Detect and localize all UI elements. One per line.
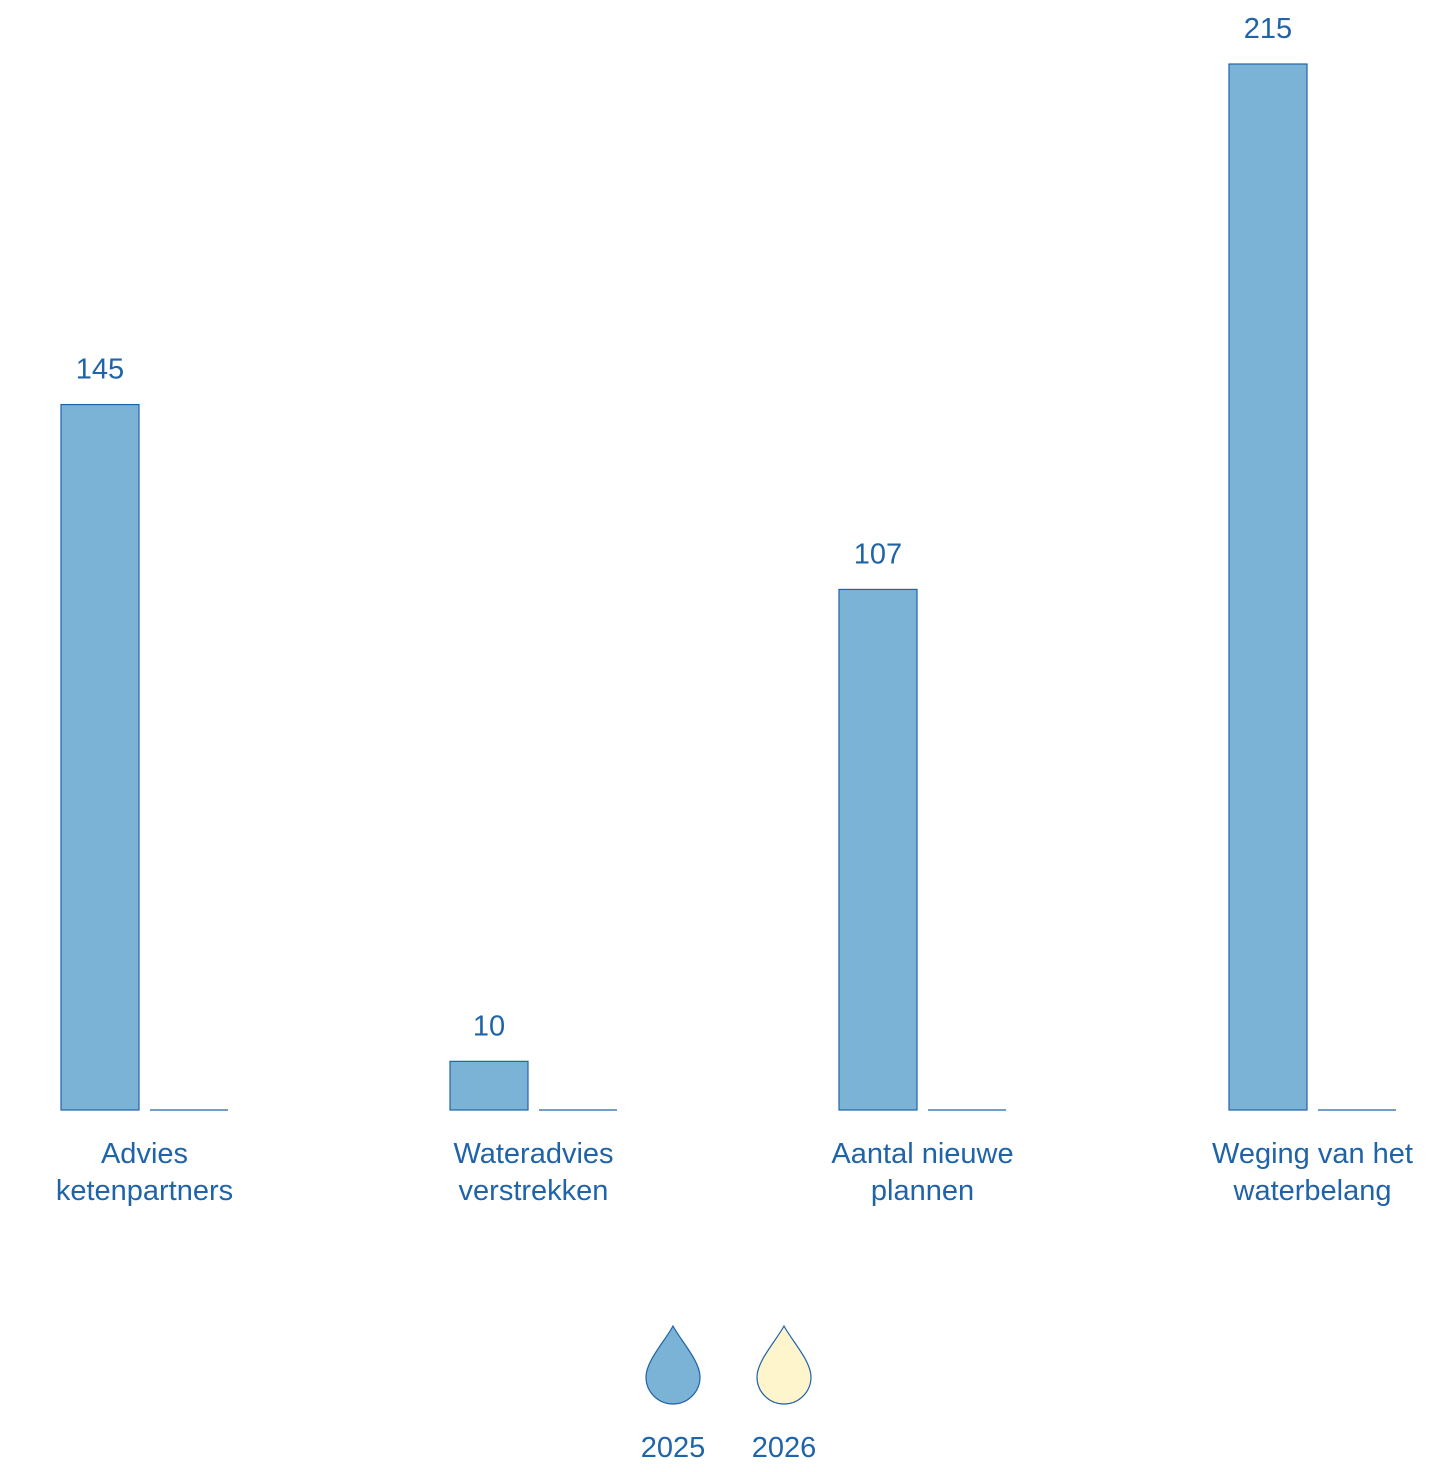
data-label-1: 145: [76, 354, 124, 386]
bar-2025-3: [838, 588, 918, 1111]
category-label-3-line-1: Aantal nieuwe: [831, 1138, 1013, 1170]
category-label-2-line-1: Wateradvies: [453, 1138, 613, 1170]
data-label-4: 215: [1244, 13, 1292, 45]
category-label-1-line-2: ketenpartners: [56, 1175, 233, 1207]
legend-label-2025: 2025: [641, 1432, 706, 1464]
category-label-2-line-2: verstrekken: [459, 1175, 609, 1207]
category-label-4-line-2: waterbelang: [1233, 1175, 1392, 1207]
data-label-2: 10: [473, 1010, 505, 1042]
legend-drop-icon-2025: [645, 1324, 701, 1405]
category-label-4-line-1: Weging van het: [1212, 1138, 1413, 1170]
legend-label-2026: 2026: [752, 1432, 817, 1464]
category-label-3-line-2: plannen: [871, 1175, 974, 1207]
bar-2025-1: [60, 403, 140, 1111]
legend-drop-icon-2026: [756, 1324, 812, 1405]
data-label-3: 107: [854, 538, 902, 570]
bar-2025-2: [449, 1060, 529, 1111]
category-label-1-line-1: Advies: [101, 1138, 188, 1170]
bar-2025-4: [1228, 63, 1308, 1111]
